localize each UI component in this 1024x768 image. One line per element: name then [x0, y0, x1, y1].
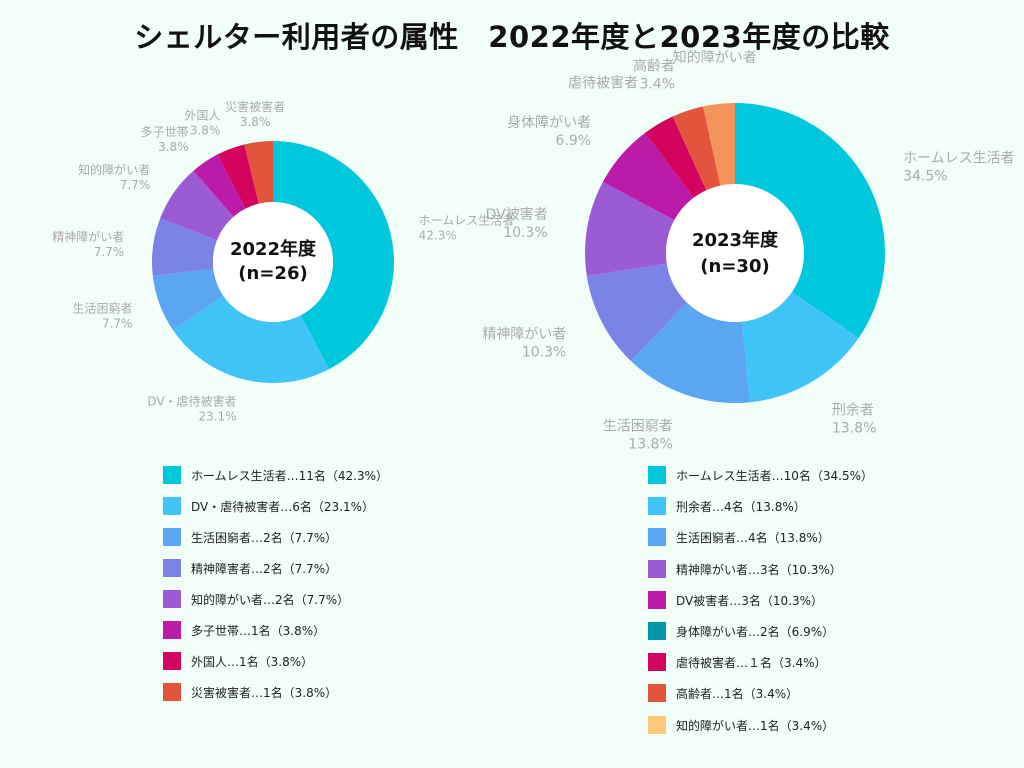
slice-2 — [173, 295, 329, 383]
legend-label: 知的障がい者…1名（3.4%） — [676, 718, 835, 733]
slice-label-pct: 7.7% — [102, 316, 133, 330]
legend-label: 精神障害者…2名（7.7%） — [191, 562, 338, 576]
slice-label-name: 身体障がい者 — [507, 115, 591, 131]
legend-swatch — [648, 653, 666, 672]
slice-label-name: 精神障がい者 — [482, 326, 566, 342]
slice-7 — [217, 144, 259, 209]
slice-label-pct: 34.5% — [903, 168, 947, 184]
slice-label-name: ホームレス生活者 — [903, 150, 1015, 166]
slice-label-name: 災害被害者 — [225, 99, 285, 114]
slice-1 — [735, 103, 886, 338]
slice-label-name: 刑余者 — [832, 401, 874, 418]
slice-1 — [273, 141, 395, 370]
slice-label-name: ホームレス生活者 — [419, 213, 515, 227]
legend-swatch — [163, 652, 181, 670]
legend-label: 生活困窮者…2名（7.7%） — [191, 531, 338, 545]
slice-label-pct: 10.3% — [503, 225, 547, 241]
legend-label: 多子世帯…1名（3.8%） — [191, 624, 326, 638]
slice-label-pct: 3.8% — [240, 115, 271, 129]
slice-6 — [193, 154, 246, 217]
legend-label: ホームレス生活者…10名（34.5%） — [676, 469, 874, 483]
legend-swatch — [163, 528, 181, 546]
legend-label: 高齢者…1名（3.4%） — [676, 687, 799, 702]
slice-label-name: 高齢者 — [633, 58, 675, 75]
legend-label: 生活困窮者…4名（13.8%） — [676, 531, 830, 546]
legend-label: 知的障がい者…2名（7.7%） — [191, 593, 350, 607]
center-label-n: (n=30) — [700, 256, 769, 277]
slice-8 — [244, 141, 273, 204]
slice-5 — [160, 170, 234, 241]
slice-label-pct: 3.8% — [190, 124, 221, 138]
legend-label: 刑余者…4名（13.8%） — [676, 500, 806, 515]
legend-label: ホームレス生活者…11名（42.3%） — [191, 469, 389, 483]
slice-9 — [703, 103, 735, 186]
legend-swatch — [163, 683, 181, 701]
slice-6 — [602, 132, 694, 221]
slice-label-name: 外国人 — [184, 109, 220, 123]
slice-2 — [741, 292, 859, 403]
slice-3 — [630, 302, 751, 403]
legend-label: 精神障がい者…3名（10.3%） — [676, 562, 842, 577]
slice-label-pct: 7.7% — [94, 245, 125, 259]
slice-label-name: DV・虐待被害者 — [147, 394, 236, 409]
legend-swatch — [648, 559, 666, 578]
legend-swatch — [648, 466, 666, 484]
slice-label-name: 知的障がい者 — [673, 49, 757, 66]
slice-5 — [585, 181, 675, 277]
legend-swatch — [648, 590, 666, 609]
center-label-year: 2023年度 — [692, 229, 779, 251]
slice-label-name: 知的障がい者 — [78, 162, 150, 177]
slice-label-name: 生活困窮者 — [72, 300, 132, 315]
legend-swatch — [163, 497, 181, 515]
slice-4 — [586, 263, 688, 361]
legend-label: 災害被害者…1名（3.8%） — [191, 686, 338, 700]
center-label-n: (n=26) — [238, 263, 307, 284]
slice-label-pct: 10.3% — [522, 344, 566, 360]
slice-label-name: 虐待被害者 — [568, 76, 638, 92]
slice-8 — [672, 106, 721, 191]
slice-label-name: 多子世帯 — [141, 125, 189, 139]
legend-label: DV被害者…3名（10.3%） — [676, 593, 823, 608]
slice-3 — [152, 268, 224, 331]
slice-label-pct: 6.9% — [556, 133, 592, 149]
legend-swatch — [648, 528, 666, 547]
legend-2023: ホームレス生活者…10名（34.5%） 刑余者…4名（13.8%） 生活困窮者…4名… — [648, 466, 1008, 746]
slice-label-name: DV被害者 — [486, 207, 548, 223]
slice-label-name: 生活困窮者 — [603, 419, 673, 435]
slice-label-pct: 13.8% — [628, 437, 672, 453]
slice-label-pct: 3.4% — [639, 77, 675, 93]
legend-swatch — [163, 559, 181, 577]
legend-label: DV・虐待被害者…6名（23.1%） — [191, 500, 374, 514]
page-title: シェルター利用者の属性 2022年度と2023年度の比較 — [134, 20, 890, 54]
slice-label-pct: 42.3% — [419, 228, 457, 242]
slice-label-pct: 23.1% — [198, 410, 236, 424]
legend-swatch — [648, 497, 666, 516]
slice-label-pct: 13.8% — [832, 420, 876, 436]
legend-swatch — [163, 590, 181, 608]
legend-2022: ホームレス生活者…11名（42.3%） DV・虐待被害者…6名（23.1%） 生活困… — [163, 466, 483, 716]
donut-hole — [213, 202, 333, 322]
center-label-year: 2022年度 — [230, 238, 317, 260]
slice-7 — [645, 116, 707, 198]
slice-label-pct: 3.8% — [158, 140, 189, 154]
legend-swatch — [648, 622, 666, 640]
legend-swatch — [648, 715, 666, 734]
legend-label: 外国人…1名（3.8%） — [191, 655, 314, 669]
slice-4 — [152, 218, 218, 276]
slice-label-name: 精神障がい者 — [52, 229, 124, 244]
donut-2023: ホームレス生活者 34.5% 刑余者 13.8% 生活困窮者 13.8% 精神障がい者 10.… — [482, 49, 1014, 452]
legend-label: 虐待被害者…１名（3.4%） — [676, 656, 827, 671]
donut-2022: ホームレス生活者42.3%DV・虐待被害者23.1%生活困窮者7.7%精神障がい… — [52, 99, 514, 423]
legend-swatch — [163, 466, 181, 484]
donut-hole — [666, 184, 804, 322]
legend-swatch — [648, 684, 666, 703]
legend-label: 身体障がい者…2名（6.9%） — [676, 625, 835, 639]
legend-swatch — [163, 621, 181, 639]
slice-label-pct: 7.7% — [120, 178, 151, 192]
